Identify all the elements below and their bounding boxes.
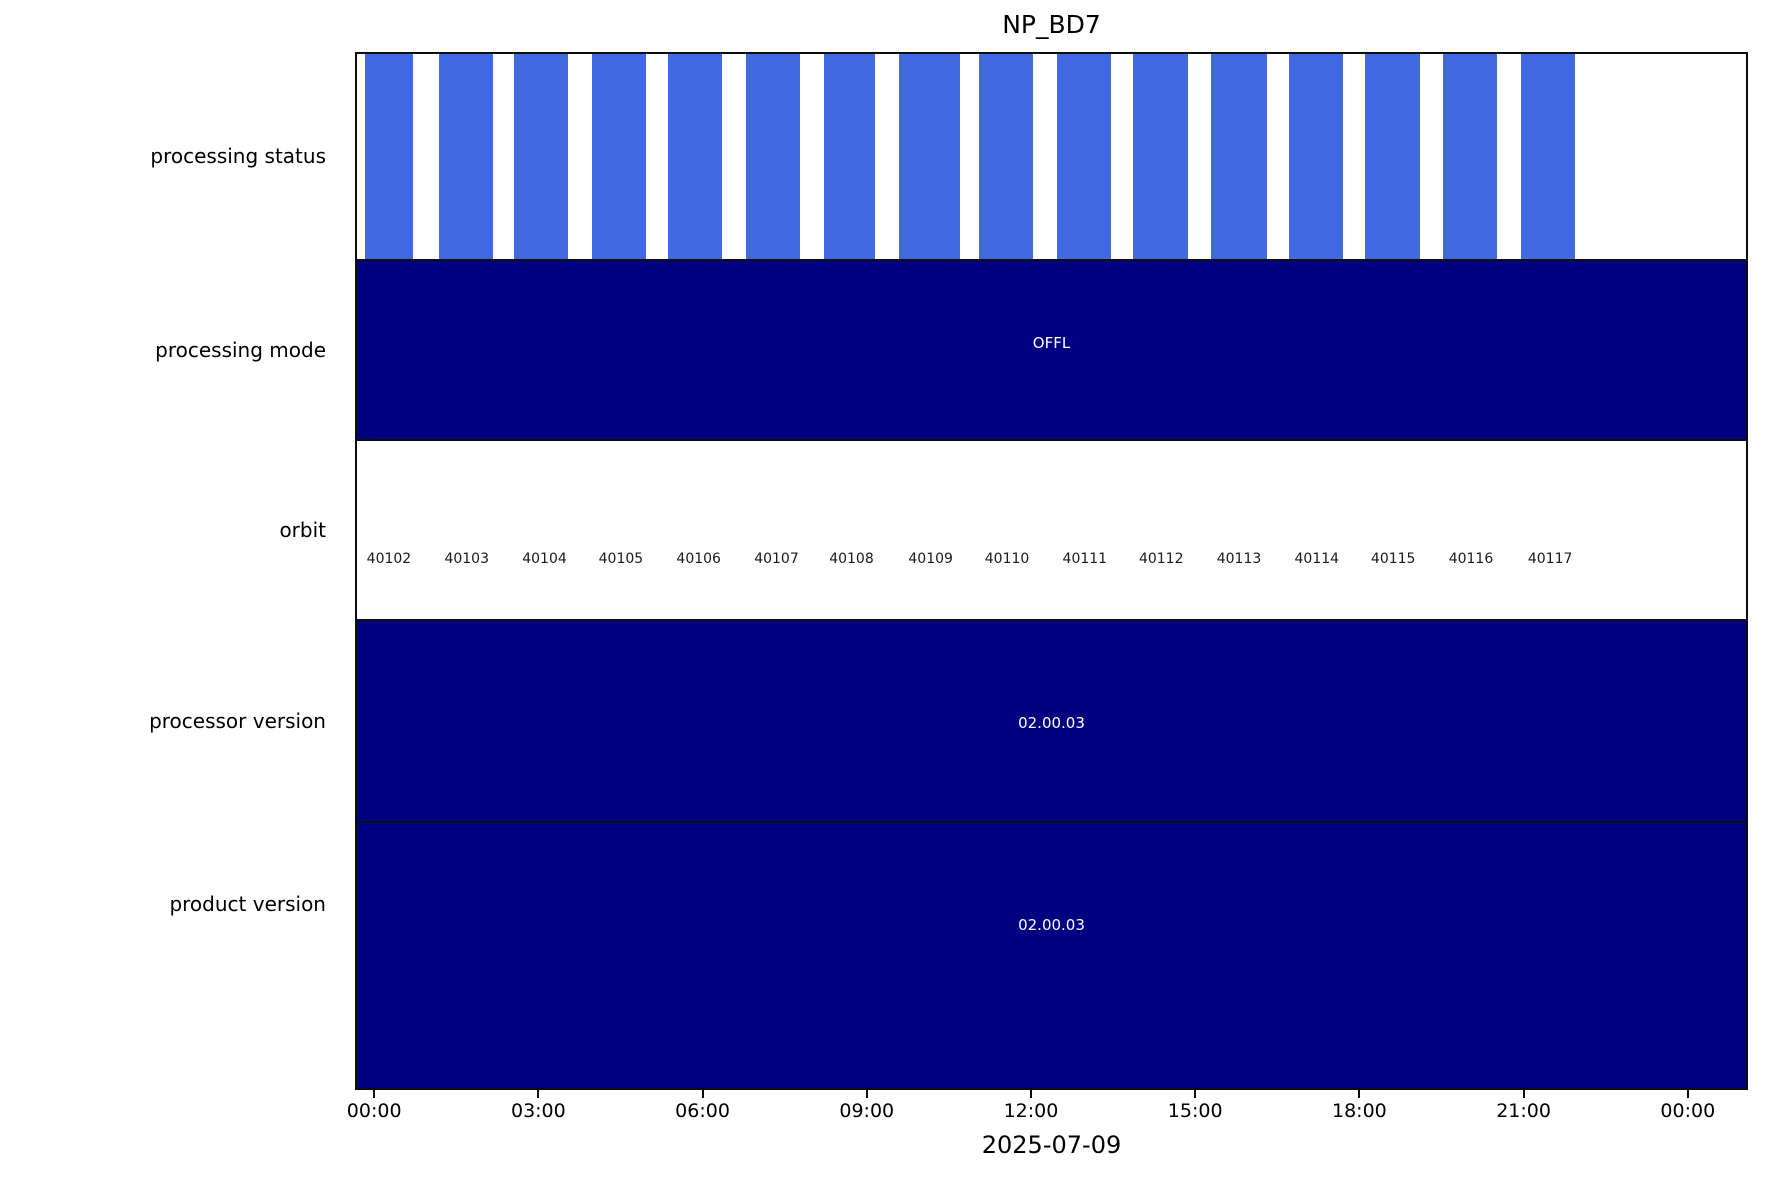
x-tick-mark <box>1522 1090 1525 1098</box>
status-bar <box>1520 54 1576 259</box>
status-bar <box>979 54 1034 259</box>
row-label-processing-status: processing status <box>150 144 326 168</box>
orbit-tick-label: 40114 <box>1294 551 1340 567</box>
chart-title: NP_BD7 <box>1002 10 1101 39</box>
orbit-tick-label: 40116 <box>1448 551 1494 567</box>
x-tick-label: 12:00 <box>1003 1100 1059 1122</box>
status-bar <box>898 54 960 259</box>
x-tick-label: 09:00 <box>839 1100 895 1122</box>
x-tick-mark <box>373 1090 376 1098</box>
x-tick-mark <box>1194 1090 1197 1098</box>
status-bar <box>1365 54 1420 259</box>
x-axis-title: 2025-07-09 <box>981 1131 1122 1159</box>
status-bar <box>1057 54 1112 259</box>
row-processing-status <box>355 52 1748 260</box>
status-bar <box>591 54 646 259</box>
orbit-tick-label: 40117 <box>1527 551 1573 567</box>
status-bar <box>1133 54 1188 259</box>
orbit-tick-label: 40109 <box>908 551 953 567</box>
processor-version-value: 02.00.03 <box>1018 714 1085 732</box>
row-processing-mode: OFFL <box>355 260 1748 440</box>
orbit-tick-label: 40106 <box>676 551 721 567</box>
orbit-tick-label: 40105 <box>598 551 644 567</box>
status-bar <box>513 54 569 259</box>
x-tick-mark <box>701 1090 704 1098</box>
status-bar <box>745 54 801 259</box>
x-tick-label: 18:00 <box>1331 1100 1387 1122</box>
chart-plot-area: OFFL 40102 40103 40104 40105 40106 40107 40108… <box>355 52 1748 1090</box>
row-label-processor-version: processor version <box>149 709 326 733</box>
status-bar <box>1289 54 1344 259</box>
row-label-product-version: product version <box>169 892 326 916</box>
x-tick-mark <box>1358 1090 1361 1098</box>
x-tick-label: 00:00 <box>346 1100 402 1122</box>
status-bar <box>365 54 413 259</box>
row-label-orbit: orbit <box>279 518 326 542</box>
orbit-tick-label: 40113 <box>1216 551 1262 567</box>
row-product-version: 02.00.03 <box>355 822 1748 1090</box>
orbit-tick-label: 40107 <box>754 551 799 567</box>
product-version-value: 02.00.03 <box>1018 916 1085 934</box>
orbit-tick-label: 40115 <box>1370 551 1416 567</box>
processing-mode-value: OFFL <box>1032 334 1071 352</box>
x-tick-label: 00:00 <box>1660 1100 1716 1122</box>
x-tick-label: 06:00 <box>675 1100 730 1122</box>
orbit-tick-label: 40103 <box>444 551 489 567</box>
x-tick-label: 21:00 <box>1496 1100 1551 1122</box>
status-bar <box>438 54 494 259</box>
orbit-tick-label: 40112 <box>1138 551 1184 567</box>
x-tick-label: 03:00 <box>510 1100 566 1122</box>
x-tick-mark <box>537 1090 540 1098</box>
x-tick-mark <box>865 1090 868 1098</box>
status-bar <box>1443 54 1498 259</box>
row-processor-version: 02.00.03 <box>355 620 1748 822</box>
x-tick-mark <box>1029 1090 1032 1098</box>
x-tick-mark <box>1686 1090 1689 1098</box>
status-bar <box>1211 54 1267 259</box>
x-tick-label: 15:00 <box>1167 1100 1223 1122</box>
row-orbit: 40102 40103 40104 40105 40106 40107 40108 40109… <box>355 440 1748 620</box>
row-label-processing-mode: processing mode <box>155 338 326 362</box>
orbit-tick-label: 40111 <box>1062 551 1108 567</box>
orbit-tick-label: 40104 <box>522 551 567 567</box>
orbit-tick-label: 40108 <box>829 551 874 567</box>
status-bar <box>823 54 876 259</box>
orbit-tick-label: 40102 <box>366 551 412 567</box>
status-bar <box>668 54 723 259</box>
orbit-tick-label: 40110 <box>984 551 1030 567</box>
